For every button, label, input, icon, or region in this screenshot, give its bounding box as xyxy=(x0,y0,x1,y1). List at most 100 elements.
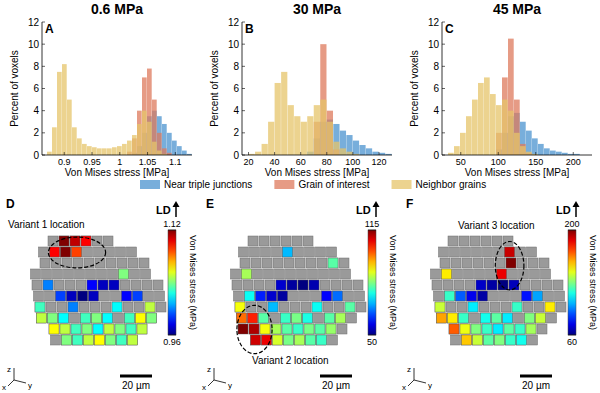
y-tick xyxy=(42,155,45,156)
voxel-background xyxy=(431,269,441,279)
voxel-background xyxy=(83,247,93,257)
voxel-cell xyxy=(287,280,297,290)
histogram-bar xyxy=(307,116,313,155)
panel-letter: E xyxy=(206,197,214,211)
voxel-cell xyxy=(526,324,536,334)
voxel-background xyxy=(112,302,122,312)
voxel-background xyxy=(111,291,121,301)
histogram-bar xyxy=(182,151,187,155)
bars xyxy=(47,64,192,155)
histogram-bar xyxy=(478,83,484,155)
voxel-background xyxy=(306,258,316,268)
voxel-cell xyxy=(284,335,294,345)
voxel-background xyxy=(525,313,535,323)
y-tick-label: 4 xyxy=(33,105,39,116)
voxel-background xyxy=(293,324,303,334)
x-tick xyxy=(300,152,301,155)
y-tick-label: 8 xyxy=(233,61,239,72)
voxel-background xyxy=(95,258,105,268)
voxel-cell xyxy=(115,324,125,334)
voxel-background xyxy=(531,280,541,290)
x-axis xyxy=(442,155,592,156)
voxel-background xyxy=(261,247,271,257)
voxel-background xyxy=(309,280,319,290)
voxel-background xyxy=(446,302,456,312)
y-tick xyxy=(42,66,45,67)
voxel-background xyxy=(39,247,49,257)
voxel-cell xyxy=(119,269,129,279)
voxel-cell xyxy=(48,313,58,323)
voxel-background xyxy=(443,280,453,290)
y-tick xyxy=(42,88,45,89)
triad-axis xyxy=(214,380,226,383)
y-tick-label: 12 xyxy=(228,17,240,28)
voxel-background xyxy=(341,269,351,279)
voxel-background xyxy=(119,269,129,279)
voxel-background xyxy=(61,247,71,257)
voxel-background xyxy=(276,280,286,290)
voxel-cell xyxy=(103,313,113,323)
voxel-background xyxy=(32,280,42,290)
variant-ellipse xyxy=(48,237,105,268)
voxel-panel: FVariant 3 locationLD60200Von Mises stre… xyxy=(402,197,598,392)
voxel-background xyxy=(530,269,540,279)
x-label: Von Mises stress [MPa] xyxy=(465,167,570,178)
y-tick-label: 12 xyxy=(28,17,40,28)
colorbar-tick xyxy=(168,335,176,336)
direction-arrowhead xyxy=(373,201,380,207)
histogram-bar xyxy=(333,124,339,155)
panel-letter: A xyxy=(45,22,54,36)
histogram-bar xyxy=(102,148,107,155)
voxel-cell xyxy=(133,291,143,301)
voxel-background xyxy=(73,335,83,345)
voxel-cell xyxy=(471,324,481,334)
histogram-bar xyxy=(132,135,137,155)
histogram-bar xyxy=(490,94,496,155)
histogram-panel: 45 MPa02468101250100150200CVon Mises str… xyxy=(409,1,592,178)
triad-label: x xyxy=(202,383,206,392)
direction-arrowhead xyxy=(173,201,180,207)
voxel-background xyxy=(90,302,100,312)
x-tick-label: 0.95 xyxy=(83,157,101,167)
histogram-bar xyxy=(359,145,365,155)
histogram-bar xyxy=(520,146,526,155)
y-tick xyxy=(242,110,245,111)
panel-title: 45 MPa xyxy=(493,1,541,17)
voxel-background xyxy=(243,280,253,290)
voxel-background xyxy=(95,335,105,345)
voxel-cell xyxy=(503,313,513,323)
x-tick xyxy=(352,152,353,155)
voxel-cell xyxy=(322,291,332,301)
voxel-background xyxy=(68,302,78,312)
voxel-background xyxy=(467,291,477,301)
voxel-background xyxy=(106,335,116,345)
voxel-cell xyxy=(505,247,515,257)
voxel-background xyxy=(292,236,302,246)
voxel-cell xyxy=(98,280,108,290)
voxel-background xyxy=(297,269,307,279)
voxel-background xyxy=(130,269,140,279)
voxel-background xyxy=(251,335,261,345)
voxel-cell xyxy=(449,324,459,334)
voxel-background xyxy=(122,291,132,301)
voxel-background xyxy=(484,335,494,345)
voxel-background xyxy=(43,280,53,290)
voxel-background xyxy=(448,236,458,246)
voxel-background xyxy=(333,291,343,301)
voxel-cell xyxy=(145,302,155,312)
histogram-bar xyxy=(288,105,294,155)
voxel-cell xyxy=(278,291,288,301)
voxel-cell xyxy=(59,313,69,323)
voxel-cell xyxy=(251,335,261,345)
triad-axis xyxy=(208,380,214,386)
x-axis xyxy=(242,155,392,156)
voxel-background xyxy=(339,258,349,268)
x-tick-label: 60 xyxy=(296,157,306,167)
voxel-background xyxy=(503,313,513,323)
voxel-cell xyxy=(481,313,491,323)
voxel-cell xyxy=(104,324,114,334)
voxel-cell xyxy=(128,335,138,345)
x-tick-label: 1.1 xyxy=(169,157,182,167)
voxel-background xyxy=(344,291,354,301)
voxel-panel: DVariant 1 locationLD0.961.12Von Mises s… xyxy=(2,197,198,392)
